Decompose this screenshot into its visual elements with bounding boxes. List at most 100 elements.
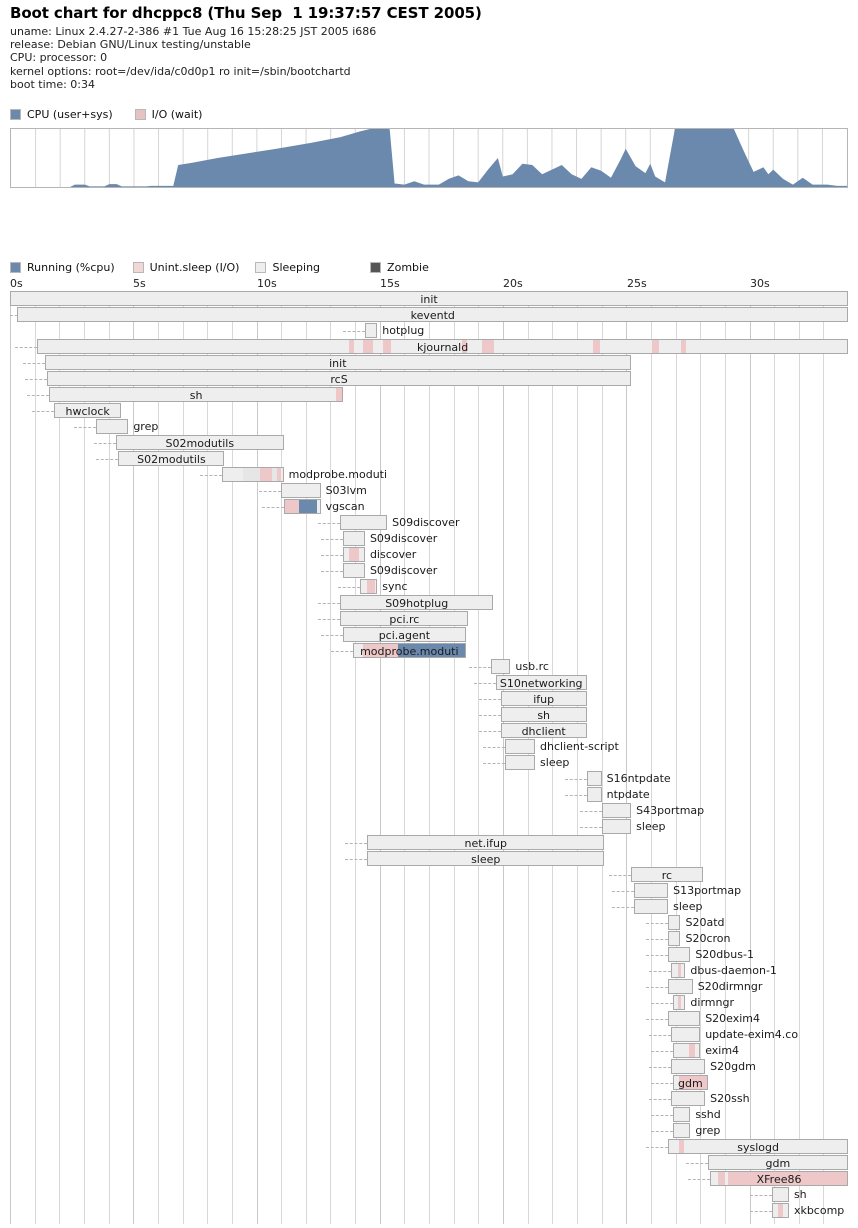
process-bar[interactable]: dhclient (500, 723, 587, 738)
process-bar[interactable] (673, 1123, 691, 1138)
process-bar[interactable]: net.ifup (367, 835, 605, 850)
process-row[interactable]: rc (10, 867, 848, 883)
process-bar[interactable] (342, 547, 365, 562)
process-row[interactable]: grep (10, 1123, 848, 1139)
process-bar[interactable]: S02modutils (118, 451, 225, 466)
process-row[interactable]: S09discover (10, 515, 848, 531)
process-bar[interactable] (360, 579, 378, 594)
process-row[interactable]: sync (10, 579, 848, 595)
process-row[interactable]: net.ifup (10, 835, 848, 851)
process-bar[interactable] (771, 1187, 789, 1202)
process-bar[interactable] (490, 659, 511, 674)
process-bar[interactable] (505, 755, 536, 770)
process-row[interactable]: sleep (10, 755, 848, 771)
process-row[interactable]: S13portmap (10, 883, 848, 899)
process-bar[interactable] (670, 963, 686, 978)
process-bar[interactable] (586, 787, 602, 802)
process-row[interactable]: dhclient (10, 723, 848, 739)
process-row[interactable]: S03lvm (10, 483, 848, 499)
process-row[interactable]: hotplug (10, 323, 848, 339)
process-row[interactable]: pci.rc (10, 611, 848, 627)
process-bar[interactable]: modprobe.moduti (352, 643, 466, 658)
process-bar[interactable] (633, 899, 669, 914)
process-bar[interactable]: init (10, 291, 848, 306)
process-row[interactable]: S43portmap (10, 803, 848, 819)
process-row[interactable]: S09hotplug (10, 595, 848, 611)
process-row[interactable]: vgscan (10, 499, 848, 515)
process-row[interactable]: sleep (10, 851, 848, 867)
process-row[interactable]: S20dbus-1 (10, 947, 848, 963)
process-row[interactable]: modprobe.moduti (10, 467, 848, 483)
process-bar[interactable] (364, 323, 378, 338)
process-row[interactable]: init (10, 355, 848, 371)
process-bar[interactable] (771, 1203, 789, 1218)
process-row[interactable]: dbus-daemon-1 (10, 963, 848, 979)
process-row[interactable]: S20exim4 (10, 1011, 848, 1027)
process-bar[interactable] (633, 883, 669, 898)
process-bar[interactable] (673, 1107, 691, 1122)
process-bar[interactable]: pci.rc (340, 611, 469, 626)
process-row[interactable]: S02modutils (10, 435, 848, 451)
process-row[interactable]: S20ssh (10, 1091, 848, 1107)
process-bar[interactable]: XFree86 (710, 1171, 848, 1186)
process-bar[interactable] (601, 819, 632, 834)
process-row[interactable]: update-exim4.co (10, 1027, 848, 1043)
process-bar[interactable]: sh (49, 387, 343, 402)
process-bar[interactable] (668, 979, 693, 994)
process-bar[interactable]: kjournald (37, 339, 848, 354)
process-row[interactable]: usb.rc (10, 659, 848, 675)
process-row[interactable]: S20atd (10, 915, 848, 931)
process-row[interactable]: ifup (10, 691, 848, 707)
process-row[interactable]: sh (10, 387, 848, 403)
process-row[interactable]: hwclock (10, 403, 848, 419)
process-row[interactable]: XFree86 (10, 1171, 848, 1187)
process-row[interactable]: dhclient-script (10, 739, 848, 755)
process-row[interactable]: S09discover (10, 563, 848, 579)
process-bar[interactable] (281, 483, 321, 498)
process-bar[interactable]: syslogd (668, 1139, 848, 1154)
process-row[interactable]: rcS (10, 371, 848, 387)
process-bar[interactable] (668, 1011, 701, 1026)
process-bar[interactable]: pci.agent (342, 627, 467, 642)
process-bar[interactable] (586, 771, 602, 786)
process-row[interactable]: pci.agent (10, 627, 848, 643)
process-bar[interactable] (96, 419, 129, 434)
process-row[interactable]: dirmngr (10, 995, 848, 1011)
process-bar[interactable]: init (44, 355, 632, 370)
process-row[interactable]: S20cron (10, 931, 848, 947)
process-bar[interactable] (668, 915, 681, 930)
process-bar[interactable]: gdm (673, 1075, 708, 1090)
process-row[interactable]: gdm (10, 1155, 848, 1171)
process-row[interactable]: xkbcomp (10, 1203, 848, 1219)
process-bar[interactable] (601, 803, 632, 818)
process-bar[interactable]: keventd (17, 307, 848, 322)
process-bar[interactable] (221, 467, 284, 482)
process-row[interactable]: sleep (10, 899, 848, 915)
process-row[interactable]: exim4 (10, 1043, 848, 1059)
process-row[interactable]: kjournald (10, 339, 848, 355)
process-row[interactable]: init (10, 291, 848, 307)
process-bar[interactable] (505, 739, 536, 754)
process-row[interactable]: gdm (10, 1075, 848, 1091)
process-bar[interactable]: sh (500, 707, 587, 722)
process-row[interactable]: S02modutils (10, 451, 848, 467)
process-bar[interactable]: S02modutils (115, 435, 284, 450)
process-bar[interactable]: hwclock (54, 403, 121, 418)
process-row[interactable]: S16ntpdate (10, 771, 848, 787)
process-bar[interactable] (673, 1043, 701, 1058)
process-row[interactable]: sh (10, 1187, 848, 1203)
process-row[interactable]: S09discover (10, 531, 848, 547)
process-row[interactable]: sleep (10, 819, 848, 835)
process-bar[interactable] (670, 1091, 706, 1106)
process-row[interactable]: ntpdate (10, 787, 848, 803)
process-row[interactable]: S20dirmngr (10, 979, 848, 995)
process-bar[interactable] (668, 947, 691, 962)
process-row[interactable]: sh (10, 707, 848, 723)
process-row[interactable]: grep (10, 419, 848, 435)
process-bar[interactable]: rc (631, 867, 703, 882)
process-bar[interactable] (342, 563, 365, 578)
process-bar[interactable]: ifup (500, 691, 587, 706)
process-bar[interactable] (342, 531, 365, 546)
process-row[interactable]: sshd (10, 1107, 848, 1123)
process-row[interactable]: syslogd (10, 1139, 848, 1155)
